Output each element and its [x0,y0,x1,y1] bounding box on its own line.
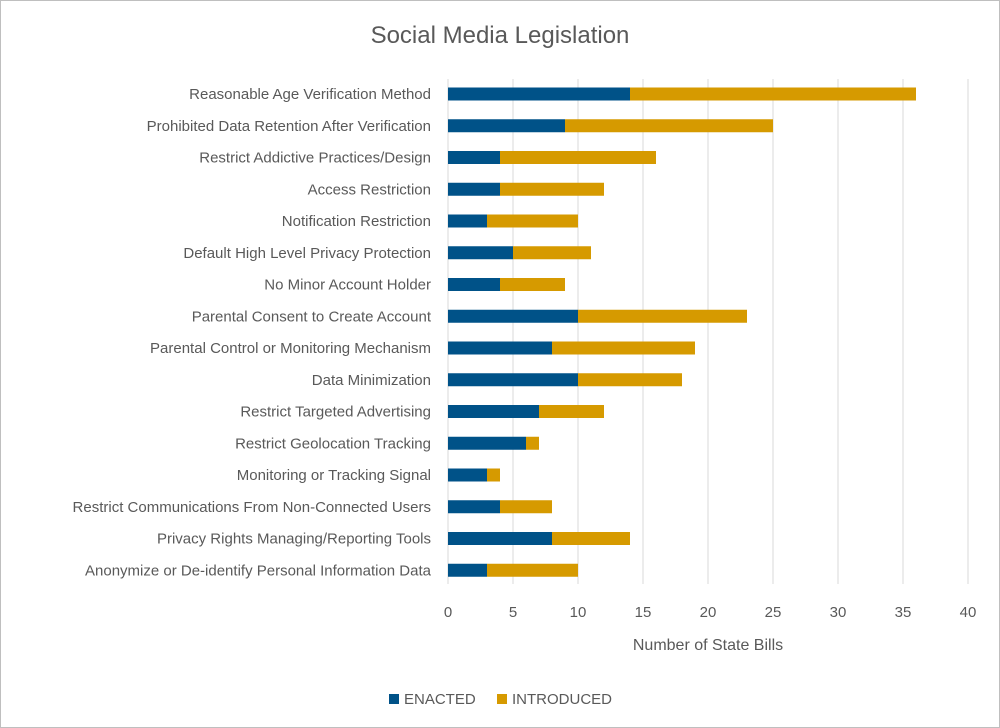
bar-introduced [552,341,695,355]
chart-title: Social Media Legislation [371,22,630,49]
category-label: Anonymize or De-identify Personal Inform… [85,562,432,579]
bar-enacted [448,500,500,514]
x-tick-label: 25 [765,604,782,621]
bar-enacted [448,119,565,133]
bar-introduced [526,436,539,450]
category-label: Restrict Geolocation Tracking [235,435,431,452]
bar-enacted [448,278,500,291]
bar-introduced [630,87,916,101]
x-tick-label: 20 [700,604,717,621]
bar-enacted [448,468,487,482]
x-tick-labels: 0 5 10 15 20 25 30 35 40 [444,604,977,621]
category-labels: Reasonable Age Verification Method Prohib… [73,86,432,579]
legend-swatch [497,694,507,704]
category-label: Restrict Targeted Advertising [240,404,431,421]
bar-enacted [448,309,578,323]
bar-enacted [448,246,513,260]
category-label: No Minor Account Holder [264,277,431,294]
bar-enacted [448,151,500,164]
bar-introduced [578,309,747,323]
bar-enacted [448,182,500,196]
x-tick-label: 0 [444,604,452,621]
bar-introduced [500,151,656,164]
bar-introduced [513,246,591,260]
legend-label: INTRODUCED [512,691,612,708]
category-label: Restrict Addictive Practices/Design [199,150,431,167]
bar-enacted [448,87,630,101]
bar-enacted [448,405,539,418]
category-label: Access Restriction [308,181,431,198]
category-label: Prohibited Data Retention After Verifica… [147,118,431,135]
bar-introduced [500,500,552,514]
bar-introduced [487,214,578,228]
x-tick-label: 40 [960,604,977,621]
x-tick-label: 15 [635,604,652,621]
bar-enacted [448,373,578,387]
category-label: Parental Consent to Create Account [192,308,432,325]
legend-label: ENACTED [404,691,476,708]
bar-enacted [448,341,552,355]
category-label: Default High Level Privacy Protection [183,245,431,262]
category-label: Data Minimization [312,372,431,389]
bar-enacted [448,563,487,577]
bar-introduced [487,563,578,577]
bar-introduced [500,278,565,291]
legend-swatch [389,694,399,704]
x-axis-title: Number of State Bills [633,637,783,654]
bar-enacted [448,436,526,450]
category-label: Restrict Communications From Non-Connect… [73,499,431,516]
category-label: Notification Restriction [282,213,431,230]
x-tick-label: 30 [830,604,847,621]
bar-introduced [565,119,773,133]
x-tick-label: 35 [895,604,912,621]
legend: ENACTED INTRODUCED [389,691,612,708]
bar-introduced [552,532,630,545]
x-tick-label: 10 [570,604,587,621]
bar-introduced [500,182,604,196]
category-label: Monitoring or Tracking Signal [237,467,431,484]
bar-introduced [578,373,682,387]
category-label: Privacy Rights Managing/Reporting Tools [157,531,431,548]
bars [448,87,916,577]
bar-enacted [448,214,487,228]
category-label: Parental Control or Monitoring Mechanism [150,340,431,357]
bar-enacted [448,532,552,545]
bar-introduced [539,405,604,418]
x-tick-label: 5 [509,604,517,621]
bar-introduced [487,468,500,482]
category-label: Reasonable Age Verification Method [189,86,431,103]
